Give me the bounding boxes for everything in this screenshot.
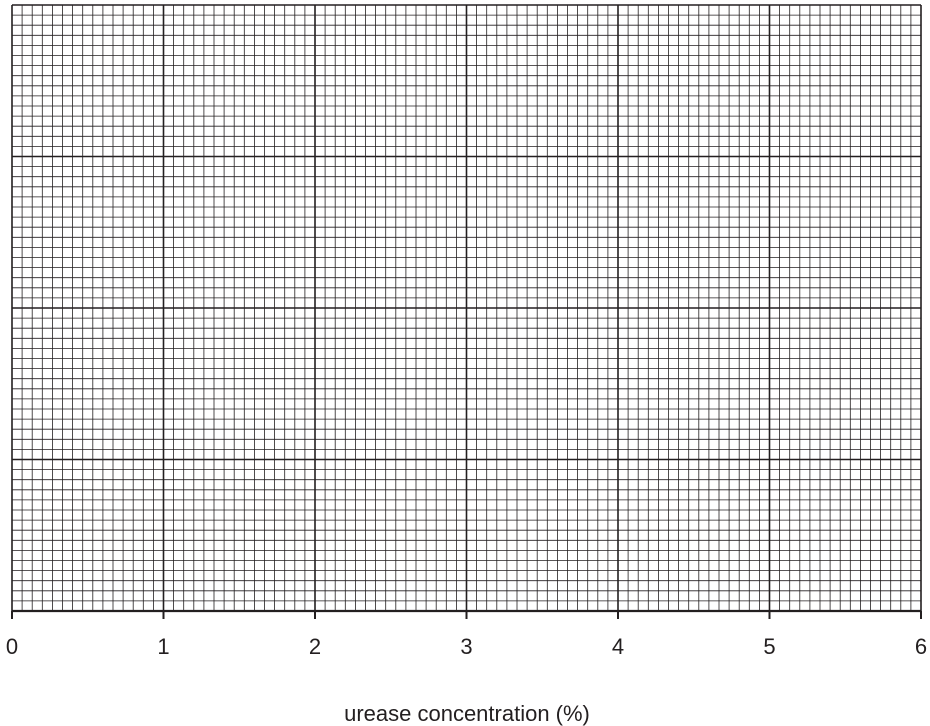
x-tick-label: 3 (460, 634, 472, 659)
x-tick-label: 6 (915, 634, 927, 659)
x-tick-label: 4 (612, 634, 624, 659)
x-axis (11, 609, 922, 619)
major-grid (11, 4, 922, 611)
x-axis-label: urease concentration (%) (344, 701, 590, 726)
x-tick-label: 1 (157, 634, 169, 659)
x-tick-label: 0 (6, 634, 18, 659)
x-tick-labels: 0 1 2 3 4 5 6 (6, 634, 927, 659)
x-tick-label: 2 (309, 634, 321, 659)
x-tick-label: 5 (763, 634, 775, 659)
